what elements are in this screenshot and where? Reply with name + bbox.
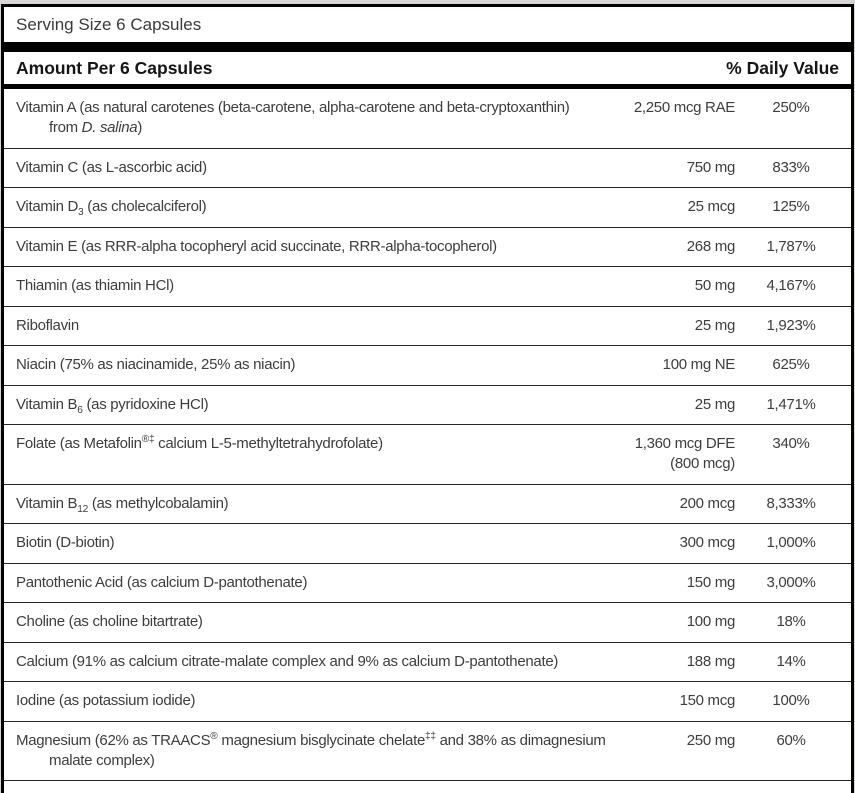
nutrient-name: Folate (as Metafolin®‡ calcium L-5-methy… <box>16 434 605 454</box>
nutrient-name-line: Niacin (75% as niacinamide, 25% as niaci… <box>16 356 296 373</box>
nutrient-name: Vitamin B6 (as pyridoxine HCl) <box>16 395 605 416</box>
nutrient-name: Vitamin E (as RRR-alpha tocopheryl acid … <box>16 237 605 257</box>
nutrient-name-line: Biotin (D-biotin) <box>16 534 115 551</box>
nutrient-row-vitamin-b6: Vitamin B6 (as pyridoxine HCl) 25 mg 1,4… <box>4 386 851 425</box>
nutrient-amount: 2,250 mcg RAE <box>633 99 735 116</box>
nutrient-name: Pantothenic Acid (as calcium D-pantothen… <box>16 573 605 593</box>
nutrient-daily-value: 625% <box>772 356 810 373</box>
nutrient-name-line: Pantothenic Acid (as calcium D-pantothen… <box>16 573 308 591</box>
nutrient-amount: 25 mg <box>694 316 736 334</box>
thin-separator-bar <box>4 84 851 89</box>
nutrient-name-line: from D. salina) <box>49 119 143 136</box>
nutrient-name: Magnesium (62% as TRAACS® magnesium bisg… <box>16 730 606 771</box>
nutrient-daily-value: 60% <box>776 731 806 749</box>
nutrient-daily-value: 14% <box>776 652 806 670</box>
nutrient-name: Calcium (91% as calcium citrate-malate c… <box>16 652 605 672</box>
nutrient-daily-value: 4,167% <box>766 277 816 294</box>
nutrient-name: Vitamin D3 (as cholecalciferol) <box>16 197 605 218</box>
nutrient-daily-value: 250% <box>772 99 810 116</box>
thick-separator-bar <box>4 42 851 52</box>
nutrient-name-line: Vitamin B12 (as methylcobalamin) <box>16 494 229 515</box>
nutrient-name-line: Thiamin (as thiamin HCl) <box>16 277 174 294</box>
nutrient-amount: 1,360 mcg DFE (800 mcg) <box>605 434 736 474</box>
nutrient-name-line: Vitamin E (as RRR-alpha tocopheryl acid … <box>16 237 497 255</box>
nutrient-amount: 50 mg <box>694 277 736 294</box>
nutrient-amount: 250 mg <box>686 731 736 749</box>
nutrient-name-line: Vitamin A (as natural carotenes (beta-ca… <box>16 99 570 116</box>
nutrient-row-riboflavin: Riboflavin 25 mg 1,923% <box>4 307 851 346</box>
daily-value-header: % Daily Value <box>726 58 839 78</box>
nutrient-row-calcium: Calcium (91% as calcium citrate-malate c… <box>4 643 851 682</box>
serving-size-text: Serving Size 6 Capsules <box>16 15 202 34</box>
nutrient-row-niacin: Niacin (75% as niacinamide, 25% as niaci… <box>4 346 851 386</box>
nutrient-daily-value: 3,000% <box>766 573 816 591</box>
nutrient-row-iodine: Iodine (as potassium iodide) 150 mcg 100… <box>4 682 851 722</box>
nutrient-amount: 100 mg <box>686 613 736 630</box>
nutrient-name: Iodine (as potassium iodide) <box>16 691 605 711</box>
nutrient-row-pantothenic-acid: Pantothenic Acid (as calcium D-pantothen… <box>4 564 851 603</box>
nutrient-amount: 150 mcg <box>679 692 736 709</box>
nutrient-row-biotin: Biotin (D-biotin) 300 mcg 1,000% <box>4 524 851 564</box>
nutrient-name-line: Vitamin D3 (as cholecalciferol) <box>16 198 207 218</box>
nutrient-daily-value: 340% <box>772 435 810 452</box>
nutrient-amount: 750 mg <box>686 158 736 176</box>
nutrient-name-line: Vitamin B6 (as pyridoxine HCl) <box>16 395 209 416</box>
nutrient-name: Biotin (D-biotin) <box>16 533 605 553</box>
nutrient-name: Thiamin (as thiamin HCl) <box>16 276 605 296</box>
nutrient-name: Vitamin C (as L-ascorbic acid) <box>16 158 605 178</box>
nutrient-row-vitamin-a: Vitamin A (as natural carotenes (beta-ca… <box>4 89 851 149</box>
nutrient-daily-value: 1,787% <box>766 237 816 255</box>
nutrient-name-line: Calcium (91% as calcium citrate-malate c… <box>16 652 559 670</box>
nutrient-name-line: Riboflavin <box>16 316 79 334</box>
nutrient-amount: 268 mg <box>686 237 736 255</box>
nutrient-table: Vitamin A (as natural carotenes (beta-ca… <box>4 89 851 781</box>
nutrient-name: Riboflavin <box>16 316 605 336</box>
nutrient-row-magnesium: Magnesium (62% as TRAACS® magnesium bisg… <box>4 722 851 781</box>
nutrient-name-line: Choline (as choline bitartrate) <box>16 613 203 630</box>
nutrient-amount: 25 mcg <box>687 198 736 215</box>
nutrient-amount: 300 mcg <box>679 534 736 551</box>
nutrient-name: Vitamin A (as natural carotenes (beta-ca… <box>16 98 605 138</box>
nutrient-daily-value: 1,923% <box>766 316 816 334</box>
nutrient-daily-value: 18% <box>776 613 806 630</box>
nutrient-row-thiamin: Thiamin (as thiamin HCl) 50 mg 4,167% <box>4 267 851 307</box>
nutrient-amount: 188 mg <box>686 652 736 670</box>
nutrient-name: Niacin (75% as niacinamide, 25% as niaci… <box>16 355 605 375</box>
nutrient-daily-value: 1,471% <box>766 395 816 413</box>
nutrient-name: Vitamin B12 (as methylcobalamin) <box>16 494 605 515</box>
nutrient-amount-line: (800 mcg) <box>670 455 735 472</box>
nutrient-row-vitamin-c: Vitamin C (as L-ascorbic acid) 750 mg 83… <box>4 149 851 188</box>
nutrient-amount-line: 1,360 mcg DFE <box>634 435 736 452</box>
nutrient-name-line: Iodine (as potassium iodide) <box>16 692 196 709</box>
nutrient-row-choline: Choline (as choline bitartrate) 100 mg 1… <box>4 603 851 643</box>
nutrient-row-folate: Folate (as Metafolin®‡ calcium L-5-methy… <box>4 425 851 485</box>
nutrient-daily-value: 125% <box>772 198 810 215</box>
amount-per-header: Amount Per 6 Capsules <box>16 58 213 78</box>
nutrient-row-vitamin-b12: Vitamin B12 (as methylcobalamin) 200 mcg… <box>4 485 851 524</box>
nutrient-daily-value: 833% <box>772 158 810 176</box>
nutrient-amount: 25 mg <box>694 395 736 413</box>
nutrient-name-line: Vitamin C (as L-ascorbic acid) <box>16 158 207 176</box>
nutrient-amount: 200 mcg <box>679 494 736 512</box>
nutrient-name-line: malate complex) <box>49 751 155 769</box>
nutrient-daily-value: 100% <box>772 692 810 709</box>
nutrient-amount: 150 mg <box>686 573 736 591</box>
nutrient-name-line: Magnesium (62% as TRAACS® magnesium bisg… <box>16 730 606 749</box>
nutrient-daily-value: 8,333% <box>766 494 816 512</box>
nutrient-row-vitamin-d3: Vitamin D3 (as cholecalciferol) 25 mcg 1… <box>4 188 851 228</box>
nutrient-row-vitamin-e: Vitamin E (as RRR-alpha tocopheryl acid … <box>4 228 851 267</box>
nutrient-name-line: Folate (as Metafolin®‡ calcium L-5-methy… <box>16 434 383 452</box>
supplement-facts-panel: Serving Size 6 Capsules Amount Per 6 Cap… <box>1 4 854 793</box>
nutrient-daily-value: 1,000% <box>766 534 816 551</box>
table-header-row: Amount Per 6 Capsules % Daily Value <box>4 52 851 84</box>
nutrient-amount: 100 mg NE <box>662 356 736 373</box>
nutrient-name: Choline (as choline bitartrate) <box>16 612 605 632</box>
